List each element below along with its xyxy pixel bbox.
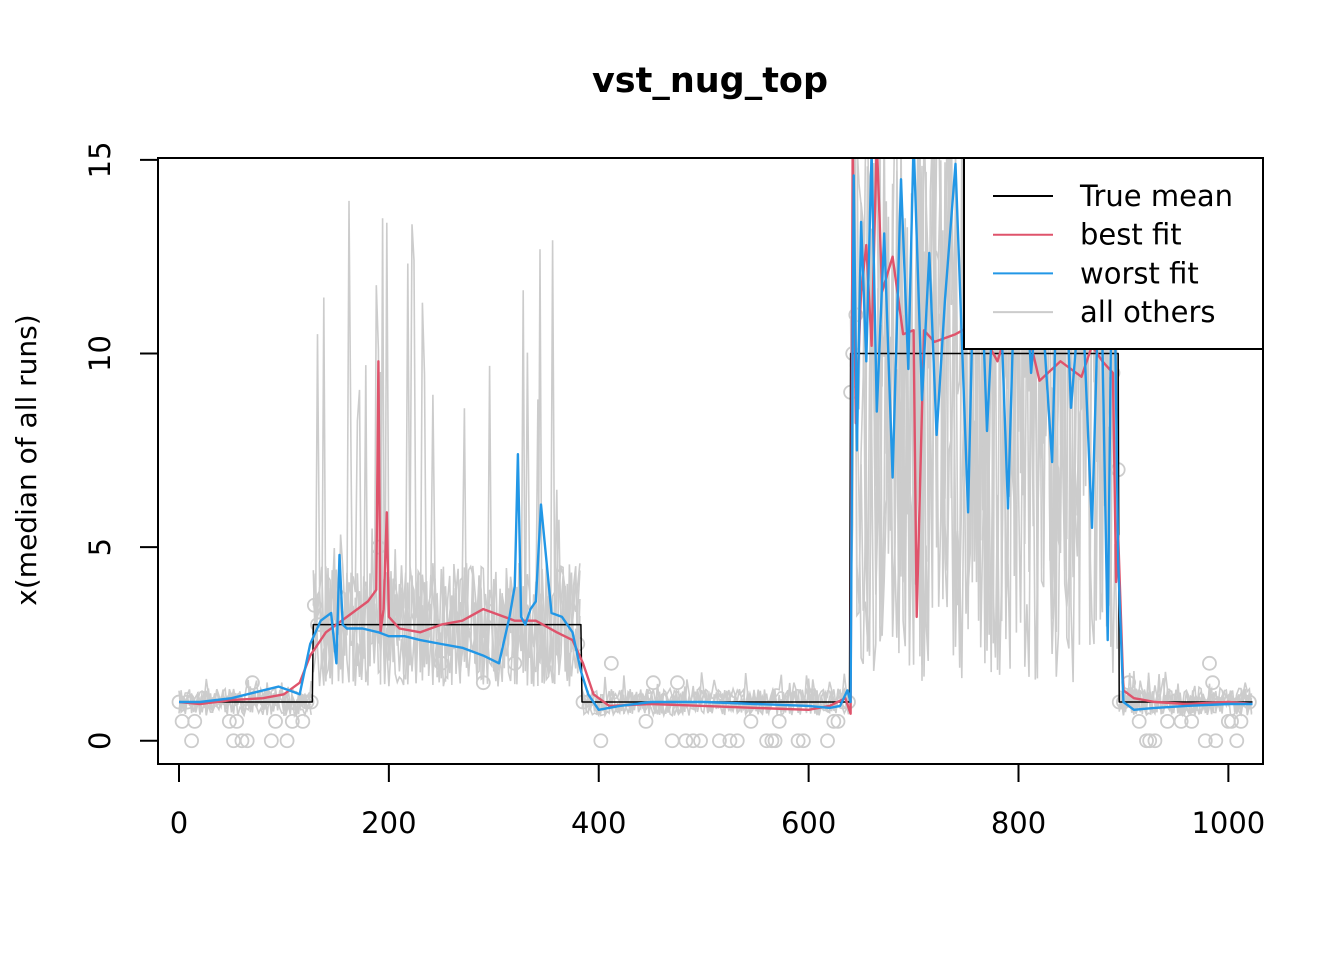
observation-point — [245, 675, 260, 691]
observation-point — [433, 655, 449, 671]
observation-point — [1197, 733, 1213, 749]
legend-label: best fit — [1080, 218, 1182, 252]
observation-point — [284, 714, 300, 729]
observation-point — [1205, 675, 1221, 691]
others-line-2-4 — [581, 673, 850, 717]
observation-point — [279, 733, 295, 749]
legend-box — [963, 157, 1264, 350]
observation-point — [1208, 733, 1224, 749]
observation-point — [593, 733, 609, 749]
observation-point — [1131, 714, 1147, 729]
observation-point — [1229, 733, 1245, 749]
series-worst-fit — [179, 158, 1253, 711]
x-tick-label: 400 — [571, 806, 626, 840]
legend: True mean best fit worst fit all others — [963, 157, 1264, 350]
observation-point — [830, 714, 846, 729]
observation-point — [670, 675, 685, 691]
observation-point — [712, 733, 727, 749]
x-tick-label: 800 — [991, 806, 1046, 840]
observation-point — [771, 714, 787, 729]
observation-point — [678, 733, 694, 749]
observation-point — [729, 733, 745, 749]
y-tick-label: 10 — [83, 335, 117, 372]
observation-point — [1173, 714, 1189, 729]
observation-point — [234, 733, 250, 749]
legend-label: all others — [1080, 295, 1215, 329]
observation-point — [638, 714, 654, 729]
observation-point — [263, 733, 279, 749]
observation-point — [1160, 714, 1175, 729]
observation-point — [295, 714, 311, 729]
observation-point — [645, 675, 661, 691]
observation-point — [1224, 714, 1239, 729]
observation-point — [229, 714, 245, 729]
observation-point — [722, 733, 738, 749]
observation-point — [1142, 733, 1158, 749]
observation-point — [820, 733, 835, 749]
x-tick-label: 600 — [781, 806, 836, 840]
observation-point — [239, 733, 255, 749]
observation-point — [306, 597, 322, 613]
x-tick-label: 200 — [361, 806, 416, 840]
y-tick-label: 15 — [83, 141, 117, 178]
legend-label: True mean — [1079, 179, 1233, 213]
y-tick-label: 0 — [83, 732, 117, 750]
observation-point — [743, 714, 759, 729]
observation-point — [685, 733, 701, 749]
observation-point — [759, 733, 775, 749]
y-tick-label: 5 — [83, 538, 117, 556]
observation-point — [826, 714, 842, 729]
observation-point — [221, 714, 237, 729]
series-best-fit — [178, 158, 1253, 715]
observation-point — [1202, 655, 1217, 671]
observation-point — [1233, 714, 1249, 729]
observation-point — [174, 714, 190, 729]
observation-point — [693, 733, 708, 749]
observation-point — [1220, 714, 1236, 729]
observation-point — [475, 675, 491, 691]
observation-point — [603, 655, 619, 671]
observation-point — [795, 733, 811, 749]
x-tick-label: 0 — [170, 806, 188, 840]
observation-point — [767, 733, 783, 749]
observation-point — [664, 733, 680, 749]
plot-frame — [157, 157, 1264, 765]
observation-point — [184, 733, 199, 749]
others-line-3-4 — [849, 158, 1118, 677]
legend-label: worst fit — [1080, 256, 1199, 290]
observation-point — [507, 655, 523, 671]
x-tick-label: 1000 — [1191, 806, 1265, 840]
y-axis-label: x(median of all runs) — [10, 314, 43, 605]
observation-point — [1147, 733, 1163, 749]
observation-point — [790, 733, 806, 749]
chart-title: vst_nug_top — [592, 61, 828, 101]
observation-point — [268, 714, 283, 729]
observation-point — [187, 714, 203, 729]
observation-point — [1184, 714, 1200, 729]
